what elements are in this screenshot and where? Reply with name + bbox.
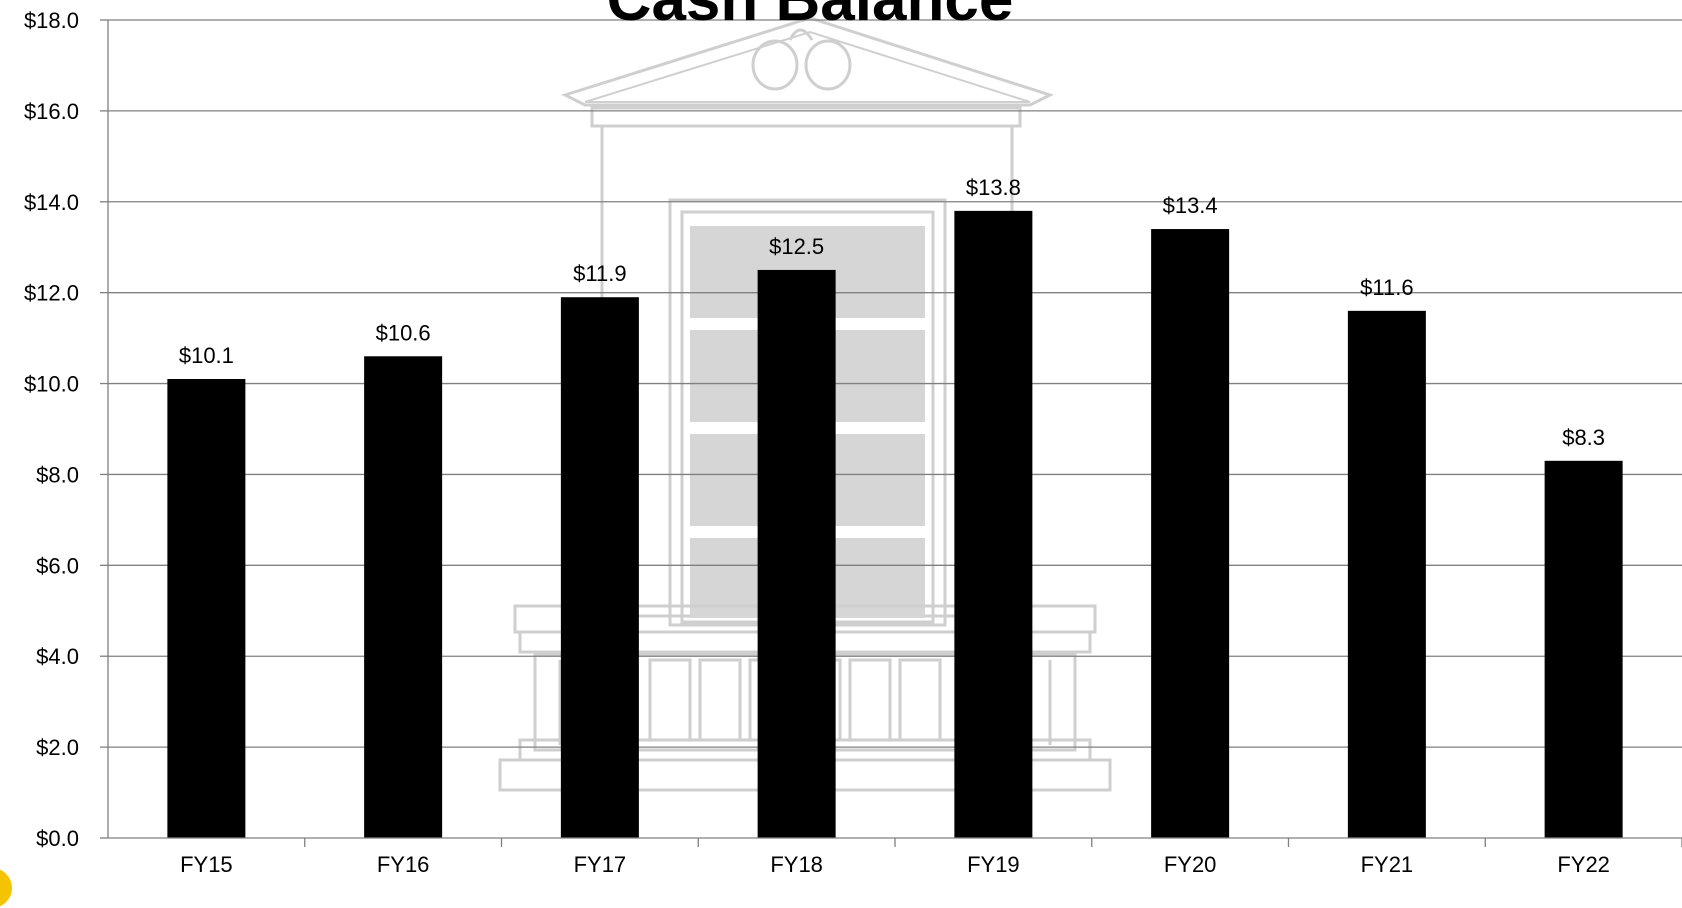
bar-fy16 [364, 356, 443, 838]
y-tick-label: $14.0 [24, 190, 79, 215]
y-tick-label: $6.0 [36, 553, 79, 578]
x-tick-label: FY15 [180, 852, 233, 877]
y-tick-label: $8.0 [36, 462, 79, 487]
y-tick-label: $0.0 [36, 826, 79, 851]
value-label: $13.8 [966, 175, 1021, 200]
x-tick-label: FY20 [1164, 852, 1217, 877]
x-tick-label: FY17 [574, 852, 627, 877]
gridlines [108, 19, 1682, 748]
y-tick-label: $18.0 [24, 8, 79, 33]
bar-fy21 [1347, 310, 1426, 838]
bars [167, 210, 1623, 839]
x-tick-label: FY21 [1361, 852, 1414, 877]
bar-fy20 [1151, 229, 1230, 839]
value-label: $13.4 [1163, 193, 1218, 218]
y-tick-label: $10.0 [24, 372, 79, 397]
chart-title: Cash Balance [607, 0, 1014, 34]
cash-balance-chart: $10.1$10.6$11.9$12.5$13.8$13.4$11.6$8.3 … [24, 0, 1682, 877]
value-label: $12.5 [769, 234, 824, 259]
value-label: $11.6 [1360, 275, 1413, 300]
bar-fy19 [954, 210, 1033, 838]
y-tick-label: $2.0 [36, 735, 79, 760]
y-tick-label: $12.0 [24, 281, 79, 306]
value-label: $8.3 [1562, 425, 1605, 450]
axes [100, 19, 1682, 847]
x-tick-label: FY22 [1557, 852, 1610, 877]
value-labels: $10.1 $10.6 $11.9 $12.5 $13.8 $13.4 $11.6 $8.3 [179, 175, 1605, 450]
value-label: $10.1 [179, 343, 234, 368]
x-tick-label: FY18 [770, 852, 823, 877]
value-label: $11.9 [573, 261, 626, 286]
y-tick-label: $4.0 [36, 644, 79, 669]
bar-fy22 [1544, 460, 1623, 838]
x-tick-label: FY16 [377, 852, 430, 877]
x-tick-label: FY19 [967, 852, 1020, 877]
value-label: $10.6 [376, 320, 431, 345]
x-axis-ticks: FY15 FY16 FY17 FY18 FY19 FY20 FY21 FY22 [180, 852, 1610, 877]
y-axis-ticks: $0.0 $2.0 $4.0 $6.0 $8.0 $10.0 $12.0 $14.0 $16.0… [24, 8, 79, 851]
bar-fy15 [167, 379, 246, 838]
bar-fy17 [560, 297, 639, 838]
bar-fy18 [757, 269, 836, 838]
y-tick-label: $16.0 [24, 99, 79, 124]
